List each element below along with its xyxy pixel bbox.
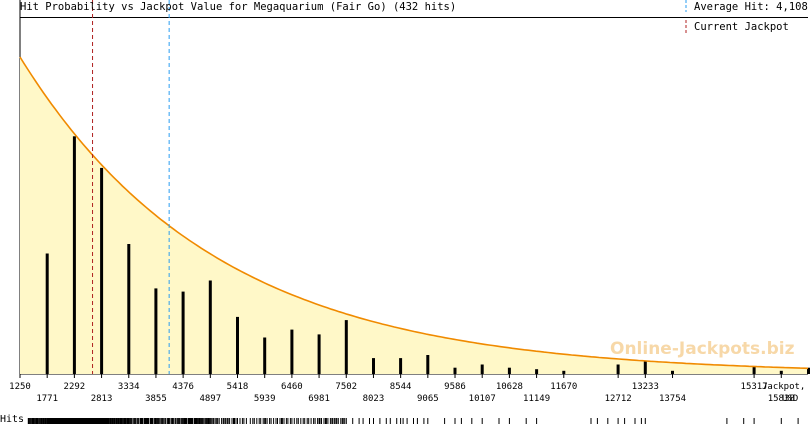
bar: [779, 370, 783, 374]
x-tick-label: 5418: [227, 382, 249, 392]
x-tick-label: 15317: [741, 382, 768, 392]
bar: [344, 320, 348, 374]
x-axis-label-line2: USD: [782, 394, 798, 404]
bar: [317, 334, 321, 374]
bar: [72, 136, 76, 375]
x-tick-label: 11149: [523, 394, 550, 404]
x-tick-label: 6981: [308, 394, 330, 404]
bar: [643, 361, 647, 374]
bars-group: [45, 136, 810, 375]
x-tick-label: 2292: [64, 382, 86, 392]
x-tick-label: 1250: [9, 382, 31, 392]
bar: [426, 355, 430, 374]
bar: [453, 367, 457, 374]
bar: [807, 367, 810, 374]
x-tick-label: 8544: [390, 382, 412, 392]
x-tick-label: 6460: [281, 382, 303, 392]
bar: [236, 316, 239, 374]
x-tick-label: 13754: [659, 394, 686, 404]
bar: [399, 358, 403, 374]
bar: [562, 370, 566, 374]
bar: [671, 370, 674, 374]
x-tick-label: 8023: [363, 394, 385, 404]
legend-average-hit: Average Hit: 4,108: [694, 1, 808, 13]
x-tick-label: 12712: [605, 394, 632, 404]
x-tick-label: 10107: [469, 394, 496, 404]
bar: [154, 288, 158, 374]
x-tick-label: 4376: [172, 382, 194, 392]
bar: [507, 367, 511, 374]
x-tick-label: 1771: [36, 394, 58, 404]
legend-current-jackpot: Current Jackpot: [694, 21, 789, 33]
bar: [535, 369, 539, 374]
hits-label: Hits: [0, 414, 25, 425]
bar: [127, 244, 131, 374]
probability-curve: [19, 56, 809, 370]
x-axis-label-line1: Jackpot,: [762, 382, 805, 392]
x-tick-label: 9586: [444, 382, 466, 392]
x-tick-label: 2813: [91, 394, 113, 404]
bar: [290, 329, 294, 374]
bar: [480, 364, 484, 374]
bar: [263, 337, 267, 374]
watermark-text: Online-Jackpots.biz: [610, 339, 795, 359]
bar: [45, 253, 49, 374]
x-tick-label: 11670: [550, 382, 577, 392]
x-tick-label: 13233: [632, 382, 659, 392]
bar: [100, 167, 104, 374]
x-tick-label: 15838: [768, 394, 795, 404]
x-tick-label: 4897: [199, 394, 221, 404]
chart-title: Hit Probability vs Jackpot Value for Meg…: [20, 1, 457, 13]
x-tick-label: 7502: [335, 382, 357, 392]
bar: [752, 367, 756, 374]
bar: [616, 364, 620, 374]
bar: [208, 280, 212, 374]
x-axis: 1250 2292 3334 4376 5418 6460 7502 8544 9586 1062…: [9, 374, 795, 404]
bar: [181, 291, 185, 374]
x-tick-label: 3855: [145, 394, 167, 404]
probability-area: [20, 57, 808, 374]
x-tick-label: 3334: [118, 382, 140, 392]
x-tick-label: 5939: [254, 394, 276, 404]
x-tick-label: 10628: [496, 382, 523, 392]
bar: [372, 358, 375, 374]
x-tick-label: 9065: [417, 394, 439, 404]
hits-rug: [27, 418, 799, 424]
